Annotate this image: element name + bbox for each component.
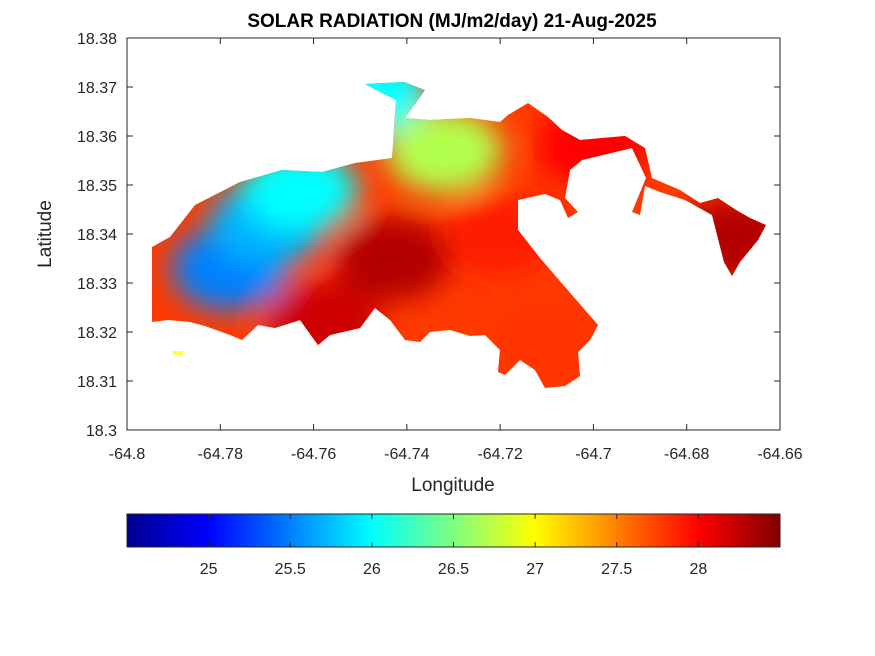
y-axis-label: Latitude <box>35 200 56 268</box>
y-axis: 18.3 18.31 18.32 18.33 18.34 18.35 18.36 18.37 1… <box>77 31 780 440</box>
colorbar <box>126 513 781 548</box>
x-tick-label: -64.68 <box>664 446 709 463</box>
heatmap-region-north-center <box>386 108 503 193</box>
x-axis-label: Longitude <box>411 475 494 496</box>
heatmap-region-central-core <box>334 216 451 301</box>
x-tick-label: -64.74 <box>384 446 429 463</box>
colorbar-tick-label: 27 <box>526 561 544 578</box>
colorbar-tick-label: 25.5 <box>275 561 306 578</box>
islet-mark <box>173 351 183 355</box>
x-tick-label: -64.76 <box>291 446 336 463</box>
x-axis: -64.8 -64.78 -64.76 -64.74 -64.72 -64.7 -64.68… <box>109 38 803 463</box>
colorbar-tick-label: 27.5 <box>601 561 632 578</box>
colorbar-ticks: 25 25.5 26 26.5 27 27.5 28 <box>200 514 707 578</box>
x-tick-label: -64.66 <box>757 446 802 463</box>
y-tick-label: 18.35 <box>77 178 117 195</box>
colorbar-tick-label: 28 <box>689 561 707 578</box>
colorbar-tick-label: 25 <box>200 561 218 578</box>
y-tick-label: 18.32 <box>77 325 117 342</box>
y-tick-label: 18.38 <box>77 31 117 48</box>
y-tick-label: 18.34 <box>77 227 117 244</box>
x-tick-label: -64.78 <box>198 446 243 463</box>
y-tick-label: 18.33 <box>77 276 117 293</box>
y-tick-label: 18.37 <box>77 80 117 97</box>
y-tick-label: 18.3 <box>86 423 117 440</box>
colorbar-tick-label: 26 <box>363 561 381 578</box>
chart-title: SOLAR RADIATION (MJ/m2/day) 21-Aug-2025 <box>247 11 657 32</box>
x-tick-label: -64.8 <box>109 446 146 463</box>
colorbar-tick-label: 26.5 <box>438 561 469 578</box>
y-tick-label: 18.36 <box>77 129 117 146</box>
x-tick-label: -64.7 <box>575 446 612 463</box>
x-tick-label: -64.72 <box>477 446 522 463</box>
y-tick-label: 18.31 <box>77 374 117 391</box>
